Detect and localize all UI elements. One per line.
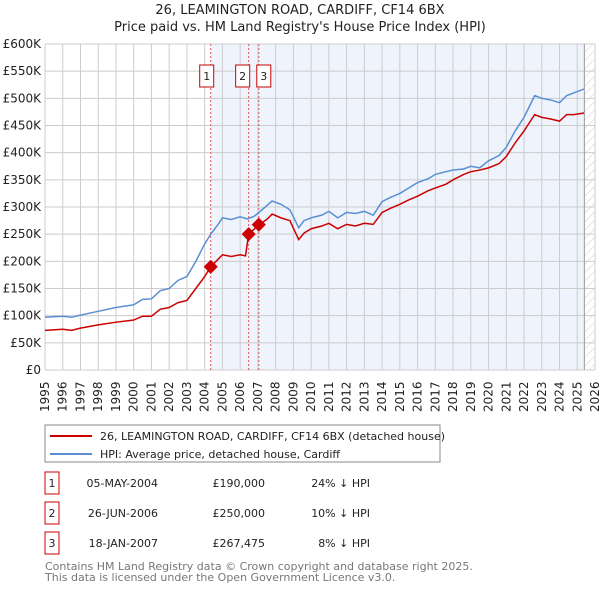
sale-row-price: £190,000 bbox=[213, 477, 266, 490]
sale-label-number: 1 bbox=[203, 70, 210, 83]
chart-title: 26, LEAMINGTON ROAD, CARDIFF, CF14 6BX bbox=[155, 3, 444, 18]
sale-row-date: 18-JAN-2007 bbox=[89, 537, 158, 550]
sale-row-hpi: 24% ↓ HPI bbox=[311, 477, 370, 490]
x-tick-label: 2009 bbox=[286, 381, 300, 412]
x-tick-label: 2024 bbox=[553, 381, 567, 412]
x-tick-label: 2020 bbox=[482, 381, 496, 412]
y-tick-label: £300K bbox=[3, 200, 43, 214]
sale-label-number: 3 bbox=[260, 70, 267, 83]
sale-marker bbox=[203, 259, 218, 274]
y-tick-label: £200K bbox=[3, 254, 43, 268]
footer-line2: This data is licensed under the Open Gov… bbox=[44, 571, 395, 584]
x-tick-label: 2011 bbox=[322, 381, 336, 412]
x-tick-label: 1996 bbox=[56, 381, 70, 412]
y-tick-label: £250K bbox=[3, 227, 43, 241]
y-tick-label: £150K bbox=[3, 282, 43, 296]
sale-row-hpi: 8% ↓ HPI bbox=[318, 537, 370, 550]
x-tick-label: 2017 bbox=[428, 381, 442, 412]
x-tick-label: 2023 bbox=[535, 381, 549, 412]
x-tick-label: 1997 bbox=[73, 381, 87, 412]
x-tick-label: 2015 bbox=[393, 381, 407, 412]
x-tick-label: 2014 bbox=[375, 381, 389, 412]
y-tick-label: £450K bbox=[3, 119, 43, 133]
x-tick-label: 2007 bbox=[251, 381, 265, 412]
y-tick-label: £0 bbox=[26, 363, 41, 377]
footer-line1: Contains HM Land Registry data © Crown c… bbox=[45, 560, 473, 573]
y-tick-label: £550K bbox=[3, 64, 43, 78]
sale-row-number: 3 bbox=[49, 537, 56, 550]
sale-row-number: 1 bbox=[49, 477, 56, 490]
sale-row-badge bbox=[44, 531, 60, 555]
x-tick-label: 2021 bbox=[499, 381, 513, 412]
x-tick-label: 2003 bbox=[180, 381, 194, 412]
sale-row-price: £267,475 bbox=[213, 537, 266, 550]
hpi-line bbox=[44, 88, 585, 319]
sale-marker bbox=[241, 227, 256, 242]
x-tick-label: 2010 bbox=[304, 381, 318, 412]
sale-label-box bbox=[235, 64, 251, 88]
sale-label-number: 2 bbox=[239, 70, 246, 83]
x-tick-label: 2025 bbox=[570, 381, 584, 412]
property-line bbox=[44, 112, 585, 332]
x-tick-label: 2000 bbox=[127, 381, 141, 412]
sale-marker bbox=[251, 217, 266, 232]
legend-property-label: 26, LEAMINGTON ROAD, CARDIFF, CF14 6BX (… bbox=[100, 430, 445, 443]
sale-row-date: 26-JUN-2006 bbox=[88, 507, 158, 520]
x-tick-label: 2019 bbox=[464, 381, 478, 412]
x-tick-label: 2001 bbox=[144, 381, 158, 412]
legend-box bbox=[44, 424, 441, 463]
sale-row-badge bbox=[44, 471, 60, 495]
sale-label-box bbox=[256, 64, 272, 88]
sale-row-badge bbox=[44, 501, 60, 525]
sale-row-price: £250,000 bbox=[213, 507, 266, 520]
x-tick-label: 2005 bbox=[215, 381, 229, 412]
legend-hpi-label: HPI: Average price, detached house, Card… bbox=[100, 448, 340, 461]
x-tick-label: 2016 bbox=[411, 381, 425, 412]
x-tick-label: 2004 bbox=[198, 381, 212, 412]
y-tick-label: £400K bbox=[3, 146, 43, 160]
sale-label-box bbox=[199, 64, 215, 88]
sale-row-date: 05-MAY-2004 bbox=[86, 477, 158, 490]
x-tick-label: 1998 bbox=[91, 381, 105, 412]
y-tick-label: £600K bbox=[3, 37, 43, 51]
x-tick-label: 2008 bbox=[269, 381, 283, 412]
y-tick-label: £50K bbox=[10, 336, 42, 350]
x-tick-label: 2026 bbox=[588, 381, 600, 412]
sale-row-number: 2 bbox=[49, 507, 56, 520]
x-tick-label: 2018 bbox=[446, 381, 460, 412]
x-tick-label: 1999 bbox=[109, 381, 123, 412]
x-tick-label: 2006 bbox=[233, 381, 247, 412]
x-tick-label: 1995 bbox=[38, 381, 52, 412]
y-tick-label: £350K bbox=[3, 173, 43, 187]
y-tick-label: £100K bbox=[3, 309, 43, 323]
x-tick-label: 2013 bbox=[357, 381, 371, 412]
x-tick-label: 2012 bbox=[340, 381, 354, 412]
sale-row-hpi: 10% ↓ HPI bbox=[311, 507, 370, 520]
y-tick-label: £500K bbox=[3, 91, 43, 105]
chart-subtitle: Price paid vs. HM Land Registry's House … bbox=[114, 20, 486, 35]
x-tick-label: 2002 bbox=[162, 381, 176, 412]
x-tick-label: 2022 bbox=[517, 381, 531, 412]
